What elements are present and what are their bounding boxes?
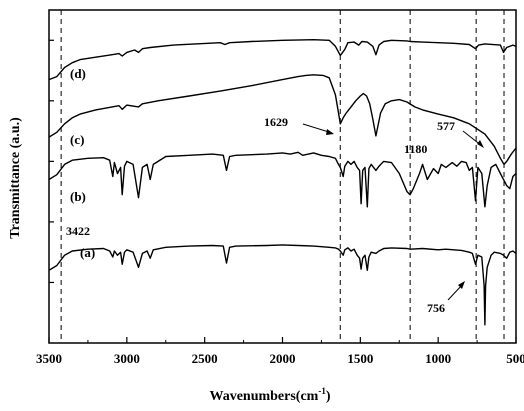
series-label-a: (a) xyxy=(80,245,95,260)
series-label-d: (d) xyxy=(70,66,86,81)
x-tick-label-1000: 1000 xyxy=(425,351,451,366)
series-line-c xyxy=(48,74,517,166)
series-label-b: (b) xyxy=(70,189,86,204)
x-axis-ticks: 3500 3000 2500 2000 1500 1000 500 xyxy=(36,337,524,366)
reference-lines xyxy=(60,10,505,343)
annotation-3422: 3422 xyxy=(66,224,90,238)
arrow-577-head xyxy=(477,140,484,148)
arrow-1629-head xyxy=(326,129,334,135)
series-line-b xyxy=(48,151,517,208)
series-label-c: (c) xyxy=(70,132,84,147)
y-axis-ticks xyxy=(49,39,54,284)
x-tick-label-500: 500 xyxy=(506,351,524,366)
annotation-1180: 1180 xyxy=(404,142,427,156)
y-axis-title: Transmittance (a.u.) xyxy=(8,117,23,239)
x-axis-title-sup: -1 xyxy=(318,386,326,396)
x-tick-label-3500: 3500 xyxy=(36,351,62,366)
series-group xyxy=(48,39,517,326)
x-tick-label-2500: 2500 xyxy=(192,351,218,366)
x-axis-title-close: ) xyxy=(326,389,331,404)
x-tick-label-2000: 2000 xyxy=(270,351,296,366)
arrow-756-head xyxy=(458,281,465,289)
x-tick-label-3000: 3000 xyxy=(114,351,140,366)
x-tick-label-1500: 1500 xyxy=(347,351,373,366)
x-axis-title-main: Wavenumbers(cm xyxy=(209,389,318,404)
series-line-d xyxy=(48,39,517,81)
plot-frame xyxy=(48,9,517,344)
annotation-577: 577 xyxy=(437,119,455,133)
series-line-a xyxy=(48,244,517,326)
annotation-1629: 1629 xyxy=(264,115,288,129)
annotation-756: 756 xyxy=(427,301,445,315)
x-axis-title: Wavenumbers(cm-1) xyxy=(209,386,330,404)
